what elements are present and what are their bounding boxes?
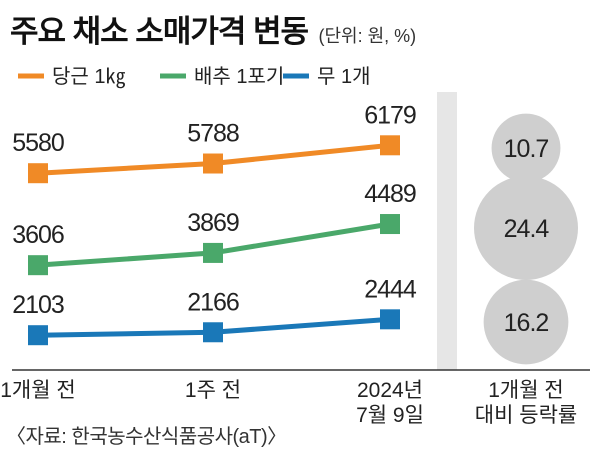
data-point-marker [203, 153, 223, 174]
x-tick-label: 1개월 전 [0, 379, 75, 402]
data-label: 5580 [12, 129, 64, 157]
data-point-marker [380, 309, 400, 330]
change-bubble [491, 113, 561, 183]
data-label: 2444 [364, 275, 417, 303]
data-point-marker [28, 255, 48, 276]
change-column: 10.7 24.4 16.2 [474, 113, 578, 365]
change-bubble [474, 176, 578, 280]
background-layer [437, 92, 457, 370]
legend-label: 배추 1포기 [194, 65, 284, 88]
data-label: 5788 [187, 120, 239, 148]
change-value: 16.2 [504, 309, 549, 337]
change-column-label: 1개월 전 대비 등락률 [475, 379, 577, 427]
data-point-marker [380, 214, 400, 235]
data-label: 2103 [12, 291, 64, 319]
series-layer: 5580 5788 6179 3606 3869 4489 2103 2166 2444 [12, 101, 418, 346]
change-value: 24.4 [504, 215, 550, 243]
data-point-marker [380, 135, 400, 156]
data-label: 3869 [187, 209, 239, 237]
data-label: 6179 [364, 101, 416, 129]
legend-label: 무 1개 [317, 65, 370, 88]
series-2: 2103 2166 2444 [12, 275, 418, 346]
series-0: 5580 5788 6179 [12, 101, 417, 184]
x-tick-label: 1주 전 [185, 379, 241, 402]
x-tick-label: 2024년 7월 9일 [356, 379, 424, 427]
axis-layer: 1개월 전 1주 전 2024년 7월 9일 1개월 전 대비 등락률 [0, 369, 590, 427]
legend-label: 당근 1㎏ [52, 65, 125, 88]
change-bubble [483, 279, 569, 365]
legend: 당근 1㎏ 배추 1포기 무 1개 [18, 65, 370, 88]
chart-title: 주요 채소 소매가격 변동 [10, 14, 309, 49]
series-1: 3606 3869 4489 [12, 180, 417, 276]
data-point-marker [28, 325, 48, 346]
data-point-marker [28, 163, 48, 184]
data-point-marker [203, 242, 223, 263]
data-label: 3606 [12, 221, 64, 249]
column-divider [437, 92, 457, 370]
change-value: 10.7 [504, 135, 549, 163]
title-row: 주요 채소 소매가격 변동 (단위: 원, %) [10, 6, 416, 51]
data-point-marker [203, 322, 223, 343]
data-label: 4489 [364, 180, 416, 208]
unit-label: (단위: 원, %) [318, 26, 417, 46]
source-note: 〈자료: 한국농수산식품공사(aT)〉 [6, 426, 287, 448]
data-label: 2166 [187, 288, 239, 316]
